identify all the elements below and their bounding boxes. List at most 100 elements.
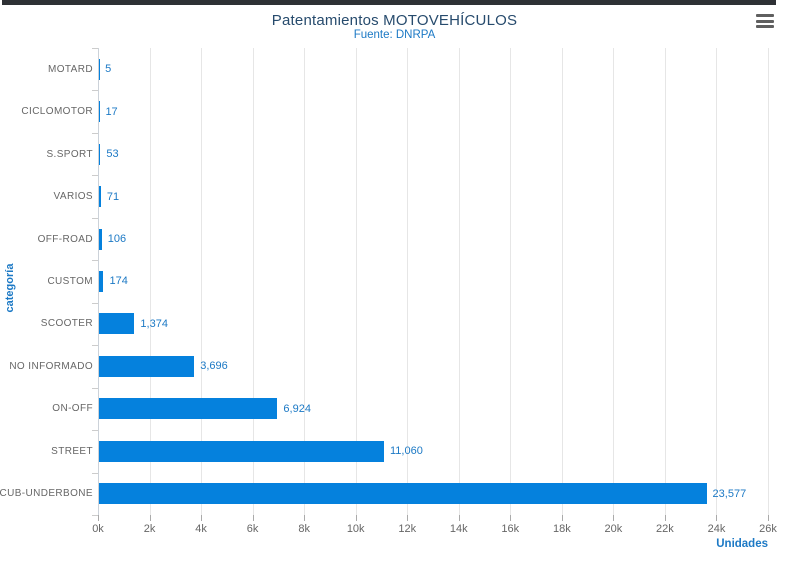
browser-top-strip xyxy=(2,0,776,5)
gridline xyxy=(458,48,460,515)
y-tick-mark xyxy=(92,472,98,474)
x-axis-title: Unidades xyxy=(716,538,768,550)
x-tick-label: 10k xyxy=(346,523,365,535)
y-tick-mark xyxy=(92,345,98,347)
x-tick-mark xyxy=(664,515,666,521)
y-tick-mark xyxy=(92,302,98,304)
bar[interactable] xyxy=(99,355,195,377)
x-tick-mark xyxy=(510,515,512,521)
bar[interactable] xyxy=(99,398,278,420)
y-tick-mark xyxy=(92,430,98,432)
hamburger-bar xyxy=(756,25,774,28)
bar-row: ON-OFF 6,924 xyxy=(0,388,789,430)
x-tick-mark xyxy=(716,515,718,521)
bar[interactable] xyxy=(99,186,101,208)
x-tick-label: 22k xyxy=(656,523,674,535)
bar-row: VARIOS 71 xyxy=(0,175,789,217)
bar-row: STREET 11,060 xyxy=(0,430,789,472)
value-label: 17 xyxy=(105,105,118,118)
bar[interactable] xyxy=(99,313,135,335)
y-axis-line xyxy=(98,48,99,515)
bar-row: CUB-UNDERBONE 23,577 xyxy=(0,473,789,515)
gridline xyxy=(613,48,615,515)
x-tick-label: 6k xyxy=(246,523,259,535)
gridline xyxy=(407,48,409,515)
gridline xyxy=(304,48,306,515)
gridline xyxy=(768,48,769,515)
y-tick-mark xyxy=(92,90,98,92)
bar[interactable] xyxy=(99,143,101,165)
x-tick-mark xyxy=(149,515,151,521)
x-tick-label: 4k xyxy=(195,523,207,535)
y-tick-mark xyxy=(92,217,98,219)
y-tick-mark xyxy=(92,515,98,516)
bar-row: SCOOTER 1,374 xyxy=(0,303,789,345)
x-tick-mark xyxy=(613,515,615,521)
category-label: VARIOS xyxy=(53,191,93,203)
bar[interactable] xyxy=(99,440,384,462)
chart-subtitle: Fuente: DNRPA xyxy=(353,29,436,41)
category-label: MOTARD xyxy=(48,63,93,75)
bar-row: MOTARD 5 xyxy=(0,48,789,90)
value-label: 5 xyxy=(105,63,112,76)
x-tick-label: 8k xyxy=(298,523,310,535)
chart-title: Patentamientos MOTOVEHÍCULOS xyxy=(271,12,518,29)
category-label: CUB-UNDERBONE xyxy=(0,488,93,500)
bar[interactable] xyxy=(99,483,707,505)
category-label: NO INFORMADO xyxy=(9,360,93,372)
x-tick-label: 2k xyxy=(143,523,156,535)
category-label: ON-OFF xyxy=(52,403,93,415)
gridline xyxy=(716,48,718,515)
bar-row: CICLOMOTOR 17 xyxy=(0,90,789,132)
bar[interactable] xyxy=(99,228,102,250)
bar-row: S.SPORT 53 xyxy=(0,133,789,175)
gridline xyxy=(149,48,151,515)
value-label: 11,060 xyxy=(390,445,423,458)
value-label: 71 xyxy=(106,190,120,203)
value-label: 53 xyxy=(106,148,119,161)
bar-row: NO INFORMADO 3,696 xyxy=(0,345,789,387)
x-tick-label: 20k xyxy=(604,523,623,535)
x-tick-mark xyxy=(201,515,203,521)
value-label: 23,577 xyxy=(712,487,747,500)
gridline xyxy=(510,48,512,515)
hamburger-menu-icon[interactable] xyxy=(756,14,774,28)
y-tick-mark xyxy=(92,260,98,262)
category-label: CICLOMOTOR xyxy=(21,106,93,118)
x-tick-label: 0k xyxy=(92,523,104,535)
y-axis-title: categoría xyxy=(4,263,16,313)
x-tick-mark xyxy=(407,515,409,521)
x-tick-label: 16k xyxy=(501,523,520,535)
category-label: CUSTOM xyxy=(47,275,93,287)
x-tick-mark xyxy=(98,515,99,521)
plot-area: 0k 2k 4k 6k 8k 10k 12k 14k 16k 18k 20k 22k 24k 26k MOT… xyxy=(0,5,789,575)
category-label: S.SPORT xyxy=(46,148,93,160)
value-label: 1,374 xyxy=(140,317,168,330)
category-label: OFF-ROAD xyxy=(37,233,93,245)
category-label: STREET xyxy=(51,445,93,457)
x-tick-label: 12k xyxy=(398,523,417,535)
gridline xyxy=(561,48,563,515)
x-tick-mark xyxy=(252,515,254,521)
x-tick-mark xyxy=(304,515,306,521)
chart-container: Patentamientos MOTOVEHÍCULOS Fuente: DNR… xyxy=(0,5,789,575)
value-label: 6,924 xyxy=(283,402,311,415)
bar[interactable] xyxy=(99,270,104,292)
y-tick-mark xyxy=(92,48,98,49)
gridline xyxy=(355,48,357,515)
value-label: 106 xyxy=(107,233,127,246)
x-tick-mark xyxy=(561,515,563,521)
x-tick-label: 24k xyxy=(707,523,726,535)
x-tick-mark xyxy=(768,515,769,521)
gridline xyxy=(664,48,666,515)
x-tick-label: 18k xyxy=(552,523,571,535)
value-label: 3,696 xyxy=(200,360,228,373)
value-label: 174 xyxy=(109,275,128,288)
x-tick-label: 26k xyxy=(759,523,777,535)
gridline xyxy=(201,48,203,515)
y-tick-mark xyxy=(92,387,98,389)
y-tick-mark xyxy=(92,132,98,134)
x-tick-label: 14k xyxy=(449,523,468,535)
hamburger-bar xyxy=(756,14,774,17)
bar-row: CUSTOM 174 xyxy=(0,260,789,302)
